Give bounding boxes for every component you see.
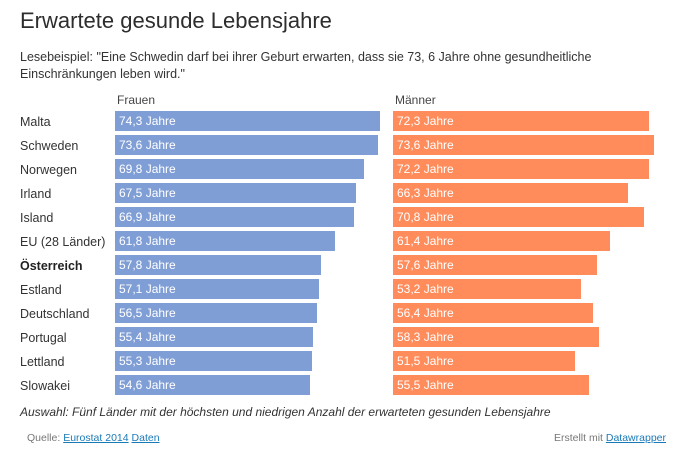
- bar-women: [115, 303, 317, 323]
- credit-prefix: Erstellt mit: [553, 432, 603, 444]
- bar-men: [393, 279, 581, 299]
- chart-row: Schweden 73,6 Jahre 73,6 Jahre: [0, 135, 678, 159]
- bar-value-label-women: 67,5 Jahre: [119, 186, 176, 200]
- bar-value-label-men: 56,4 Jahre: [397, 306, 454, 320]
- bar-value-label-men: 72,2 Jahre: [397, 162, 454, 176]
- chart-subtitle: Lesebeispiel: "Eine Schwedin darf bei ih…: [20, 50, 592, 81]
- datawrapper-link[interactable]: Datawrapper: [605, 432, 666, 444]
- bar-men: [393, 375, 589, 395]
- bar-men: [393, 231, 610, 251]
- chart-row: Norwegen 69,8 Jahre 72,2 Jahre: [0, 159, 678, 183]
- chart-row: Deutschland 56,5 Jahre 56,4 Jahre: [0, 303, 678, 327]
- bar-women: [115, 135, 378, 155]
- bar-value-label-women: 54,6 Jahre: [119, 378, 176, 392]
- chart-row: Österreich 57,8 Jahre 57,6 Jahre: [0, 255, 678, 279]
- bar-women: [115, 159, 364, 179]
- bar-men: [393, 207, 644, 227]
- category-label: Schweden: [20, 139, 79, 153]
- category-label: Malta: [20, 115, 51, 129]
- bar-value-label-women: 69,8 Jahre: [119, 162, 176, 176]
- category-label: Norwegen: [20, 163, 77, 177]
- category-label: Deutschland: [20, 307, 90, 321]
- chart-notes: Auswahl: Fünf Länder mit der höchsten un…: [20, 405, 551, 419]
- bar-women: [115, 351, 312, 371]
- bar-women: [115, 279, 319, 299]
- bar-men: [393, 183, 628, 203]
- bar-women: [115, 231, 335, 251]
- bar-value-label-women: 73,6 Jahre: [119, 138, 176, 152]
- bar-chart: Malta 74,3 Jahre 72,3 Jahre Schweden 73,6 Ja…: [0, 111, 678, 399]
- footer-credit: Erstellt mit Datawrapper: [554, 432, 666, 444]
- bar-women: [115, 255, 321, 275]
- category-label: Lettland: [20, 355, 65, 369]
- bar-value-label-men: 73,6 Jahre: [397, 138, 454, 152]
- chart-row: Slowakei 54,6 Jahre 55,5 Jahre: [0, 375, 678, 399]
- bar-value-label-women: 66,9 Jahre: [119, 210, 176, 224]
- bar-men: [393, 351, 575, 371]
- bar-value-label-men: 57,6 Jahre: [397, 258, 454, 272]
- category-label: Portugal: [20, 331, 67, 345]
- bar-value-label-women: 74,3 Jahre: [119, 114, 176, 128]
- bar-value-label-women: 57,8 Jahre: [119, 258, 176, 272]
- category-label: Irland: [20, 187, 52, 201]
- bar-men: [393, 303, 593, 323]
- chart-title: Erwartete gesunde Lebensjahre: [20, 8, 332, 33]
- bar-value-label-men: 72,3 Jahre: [397, 114, 454, 128]
- chart-row: Island 66,9 Jahre 70,8 Jahre: [0, 207, 678, 231]
- source-link[interactable]: Eurostat 2014: [63, 432, 129, 444]
- category-label: Österreich: [20, 259, 83, 273]
- bar-value-label-women: 55,4 Jahre: [119, 330, 176, 344]
- category-label: Slowakei: [20, 379, 71, 393]
- bar-women: [115, 207, 354, 227]
- column-header-women: Frauen: [117, 93, 156, 107]
- category-label: Island: [20, 211, 54, 225]
- bar-value-label-men: 61,4 Jahre: [397, 234, 454, 248]
- bar-men: [393, 159, 649, 179]
- data-link[interactable]: Daten: [131, 432, 160, 444]
- bar-men: [393, 255, 597, 275]
- bar-value-label-women: 56,5 Jahre: [119, 306, 176, 320]
- bar-value-label-men: 55,5 Jahre: [397, 378, 454, 392]
- bar-value-label-men: 53,2 Jahre: [397, 282, 454, 296]
- bar-value-label-men: 58,3 Jahre: [397, 330, 454, 344]
- bar-women: [115, 183, 356, 203]
- bar-women: [115, 327, 313, 347]
- bar-men: [393, 135, 654, 155]
- bar-men: [393, 327, 599, 347]
- chart-row: Lettland 55,3 Jahre 51,5 Jahre: [0, 351, 678, 375]
- chart-row: Irland 67,5 Jahre 66,3 Jahre: [0, 183, 678, 207]
- category-label: Estland: [20, 283, 62, 297]
- column-header-men: Männer: [395, 93, 436, 107]
- bar-value-label-men: 70,8 Jahre: [397, 210, 454, 224]
- bar-value-label-women: 55,3 Jahre: [119, 354, 176, 368]
- bar-value-label-women: 61,8 Jahre: [119, 234, 176, 248]
- chart-row: Malta 74,3 Jahre 72,3 Jahre: [0, 111, 678, 135]
- category-label: EU (28 Länder): [20, 235, 106, 249]
- bar-value-label-men: 66,3 Jahre: [397, 186, 454, 200]
- chart-row: Portugal 55,4 Jahre 58,3 Jahre: [0, 327, 678, 351]
- bar-men: [393, 111, 649, 131]
- chart-row: Estland 57,1 Jahre 53,2 Jahre: [0, 279, 678, 303]
- bar-women: [115, 111, 380, 131]
- footer-source: Quelle: Eurostat 2014 Daten: [27, 432, 160, 444]
- source-prefix: Quelle:: [27, 432, 61, 444]
- bar-value-label-women: 57,1 Jahre: [119, 282, 176, 296]
- bar-value-label-men: 51,5 Jahre: [397, 354, 454, 368]
- bar-women: [115, 375, 310, 395]
- chart-row: EU (28 Länder) 61,8 Jahre 61,4 Jahre: [0, 231, 678, 255]
